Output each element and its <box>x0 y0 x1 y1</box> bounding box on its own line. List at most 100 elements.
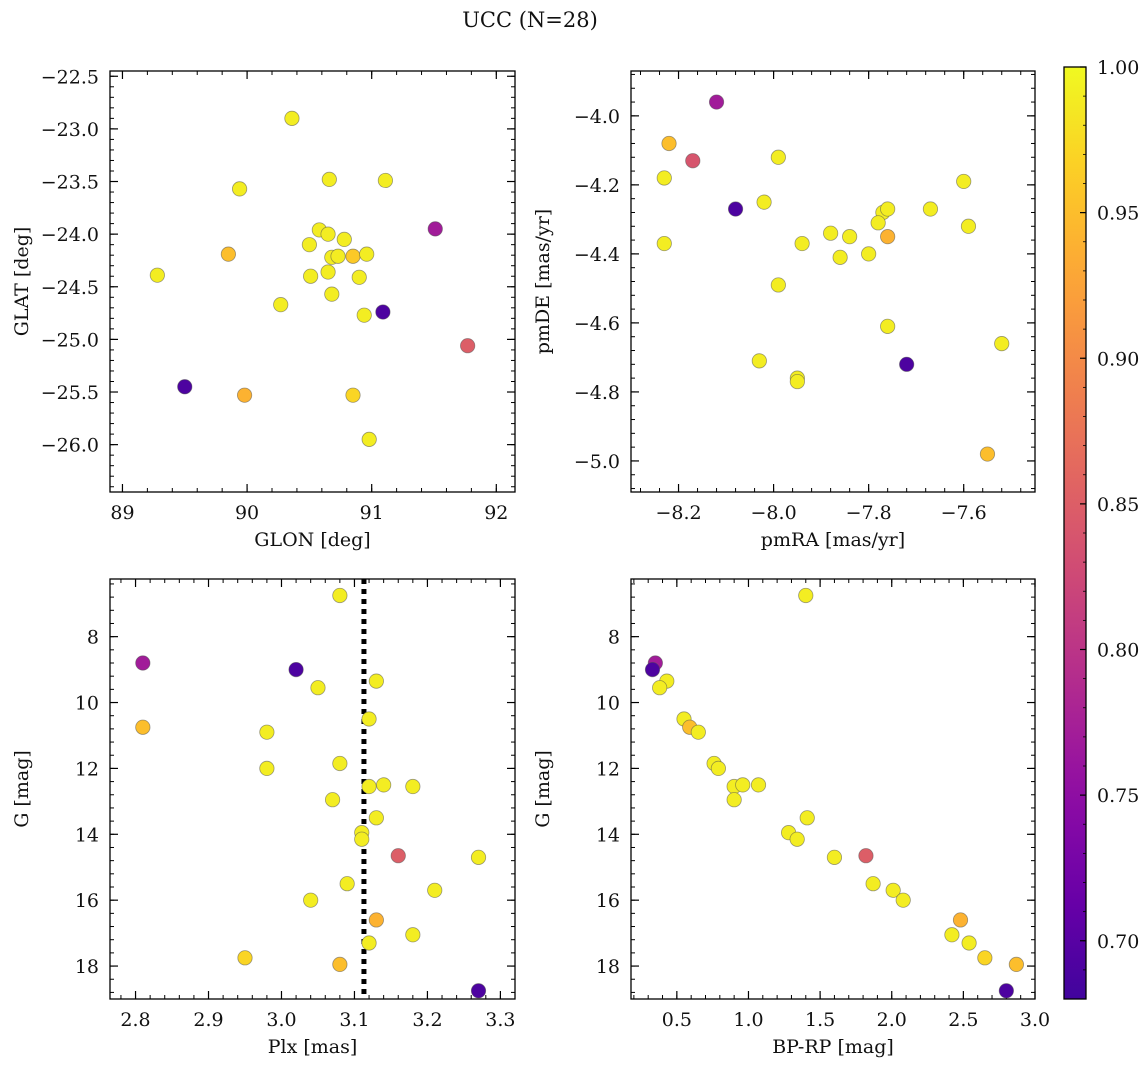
data-point <box>345 387 361 403</box>
data-point <box>470 849 487 865</box>
data-point <box>339 876 355 892</box>
data-point <box>880 201 896 217</box>
data-point <box>823 225 839 241</box>
data-point <box>320 264 336 280</box>
data-point <box>259 724 275 740</box>
data-point <box>368 673 384 689</box>
data-point <box>798 587 814 604</box>
x-tick-label: −7.6 <box>941 502 987 524</box>
data-point <box>330 248 346 264</box>
x-tick-label: 90 <box>235 502 259 524</box>
y-tick-label: −4.8 <box>574 382 620 404</box>
data-point <box>858 848 874 864</box>
data-point <box>644 661 661 678</box>
x-tick-label: 92 <box>484 502 508 524</box>
data-point <box>880 229 896 245</box>
data-point <box>826 849 843 865</box>
data-point <box>690 724 706 740</box>
y-tick-label: 16 <box>596 890 620 912</box>
y-tick-label: −4.4 <box>574 244 620 266</box>
colorbar-tick-label: 0.85 <box>1097 494 1139 516</box>
data-point <box>685 153 701 169</box>
x-axis-label: pmRA [mas/yr] <box>761 529 905 551</box>
data-point <box>870 215 886 231</box>
data-point <box>284 110 300 126</box>
data-point <box>368 912 384 928</box>
y-tick-label: 12 <box>75 758 99 780</box>
x-tick-label: 3.1 <box>339 1009 369 1031</box>
data-point <box>727 201 744 217</box>
data-point <box>237 950 253 966</box>
y-tick-label: 10 <box>596 693 620 715</box>
data-point <box>652 680 668 696</box>
data-point <box>220 246 236 262</box>
data-point <box>842 229 858 245</box>
data-point <box>922 201 939 217</box>
data-point <box>956 173 972 190</box>
data-point <box>301 237 317 253</box>
data-point <box>321 171 337 188</box>
y-tick-label: −26.0 <box>41 435 99 457</box>
y-axis-label: G [mag] <box>11 750 33 828</box>
data-point <box>273 297 289 313</box>
data-point <box>865 876 881 892</box>
y-tick-label: −4.2 <box>574 175 620 197</box>
data-point <box>310 680 326 696</box>
x-tick-label: −8.0 <box>751 502 797 524</box>
data-point <box>885 882 901 898</box>
data-point <box>789 831 805 847</box>
x-tick-label: 2.8 <box>120 1009 150 1031</box>
figure-title: UCC (N=28) <box>462 8 598 32</box>
data-point <box>756 194 772 210</box>
data-point <box>735 777 751 793</box>
data-point <box>377 172 393 189</box>
x-tick-label: 91 <box>360 502 384 524</box>
y-tick-label: 12 <box>596 758 620 780</box>
y-axis-label: G [mag] <box>532 750 554 828</box>
plot-frame <box>630 70 1036 493</box>
data-point <box>944 927 960 943</box>
y-tick-label: 8 <box>608 627 620 649</box>
data-point <box>324 792 341 808</box>
data-point <box>899 356 915 372</box>
plot-frame <box>109 578 516 1000</box>
data-point <box>232 181 248 197</box>
colorbar-tick-label: 0.90 <box>1097 348 1139 370</box>
data-point <box>361 778 377 795</box>
data-point <box>427 882 443 898</box>
data-point <box>750 777 767 793</box>
data-point <box>656 170 672 186</box>
x-tick-label: 3.0 <box>266 1009 296 1031</box>
panel-glon-glat: 89 90 91 92 −22.5 −23.0 −23.5 −24.0 −24.5 −25.0 −2… <box>11 66 516 551</box>
data-point <box>726 792 742 808</box>
data-point <box>303 268 319 284</box>
data-point <box>359 246 375 262</box>
data-point <box>656 235 672 252</box>
colorbar-tick-label: 0.70 <box>1097 931 1139 953</box>
data-point <box>1008 956 1024 973</box>
data-point <box>332 755 348 772</box>
data-point <box>288 661 304 678</box>
data-point <box>880 318 896 334</box>
data-point <box>799 810 815 826</box>
x-tick-label: 2.9 <box>193 1009 223 1031</box>
data-point <box>961 935 977 951</box>
data-point <box>794 235 810 252</box>
data-point <box>861 246 877 262</box>
y-tick-label: 14 <box>75 824 99 846</box>
data-point <box>751 353 767 369</box>
data-point <box>994 336 1010 352</box>
data-point <box>259 760 275 777</box>
data-point <box>979 446 996 462</box>
y-tick-label: −23.5 <box>41 172 99 194</box>
x-tick-label: −7.8 <box>846 502 892 524</box>
y-tick-label: −4.6 <box>574 313 620 335</box>
y-tick-label: −25.5 <box>41 382 99 404</box>
x-axis-label: BP-RP [mag] <box>772 1036 894 1058</box>
data-point <box>708 94 725 110</box>
colorbar-tick-label: 0.75 <box>1097 785 1139 807</box>
x-tick-label: 1.0 <box>733 1009 763 1031</box>
x-tick-label: 1.5 <box>805 1009 835 1031</box>
data-point <box>427 221 443 237</box>
y-tick-label: 18 <box>596 956 620 978</box>
